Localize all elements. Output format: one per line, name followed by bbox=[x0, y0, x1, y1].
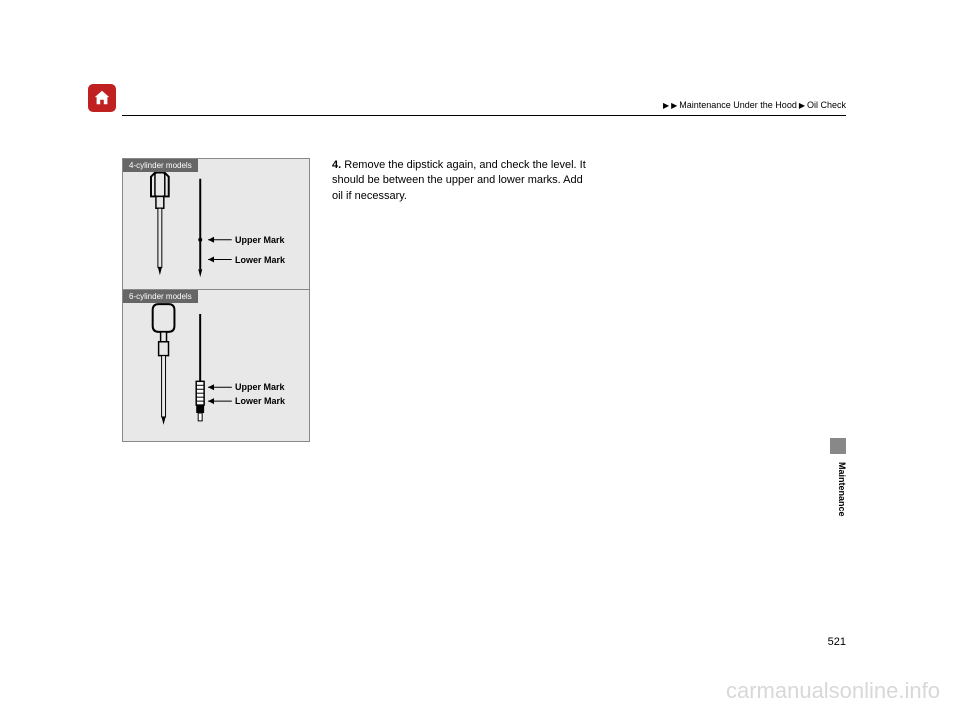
breadcrumb: ▶ ▶ Maintenance Under the Hood ▶ Oil Che… bbox=[663, 100, 846, 110]
arrow-icon: ▶ bbox=[671, 101, 677, 110]
lower-mark-label: Lower Mark bbox=[235, 396, 285, 406]
home-button[interactable] bbox=[88, 84, 116, 112]
figure-panel-4cyl: 4-cylinder models Upper Mark Lower Mark bbox=[122, 158, 310, 290]
arrow-icon: ▶ bbox=[799, 101, 805, 110]
dipstick-4cyl-diagram bbox=[123, 159, 309, 289]
panel-label-4cyl: 4-cylinder models bbox=[123, 159, 198, 172]
figure-panel-6cyl: 6-cylinder models Upper Mark Lower bbox=[122, 290, 310, 442]
instruction-step-4: 4. Remove the dipstick again, and check … bbox=[332, 158, 592, 204]
upper-mark-label: Upper Mark bbox=[235, 382, 285, 392]
arrow-icon: ▶ bbox=[663, 101, 669, 110]
figure-area: 4-cylinder models Upper Mark Lower Mark … bbox=[122, 158, 310, 442]
lower-mark-label: Lower Mark bbox=[235, 255, 285, 265]
dipstick-6cyl-diagram bbox=[123, 290, 309, 441]
upper-mark-label: Upper Mark bbox=[235, 235, 285, 245]
breadcrumb-level1: Maintenance Under the Hood bbox=[679, 100, 797, 110]
step-text: Remove the dipstick again, and check the… bbox=[332, 159, 586, 202]
home-icon bbox=[93, 89, 111, 107]
header-rule bbox=[122, 115, 846, 116]
step-number: 4. bbox=[332, 159, 341, 171]
section-label: Maintenance bbox=[837, 462, 847, 517]
section-marker-tab bbox=[830, 438, 846, 454]
panel-label-6cyl: 6-cylinder models bbox=[123, 290, 198, 303]
breadcrumb-level2: Oil Check bbox=[807, 100, 846, 110]
watermark: carmanualsonline.info bbox=[726, 678, 940, 704]
page-number: 521 bbox=[828, 636, 846, 648]
